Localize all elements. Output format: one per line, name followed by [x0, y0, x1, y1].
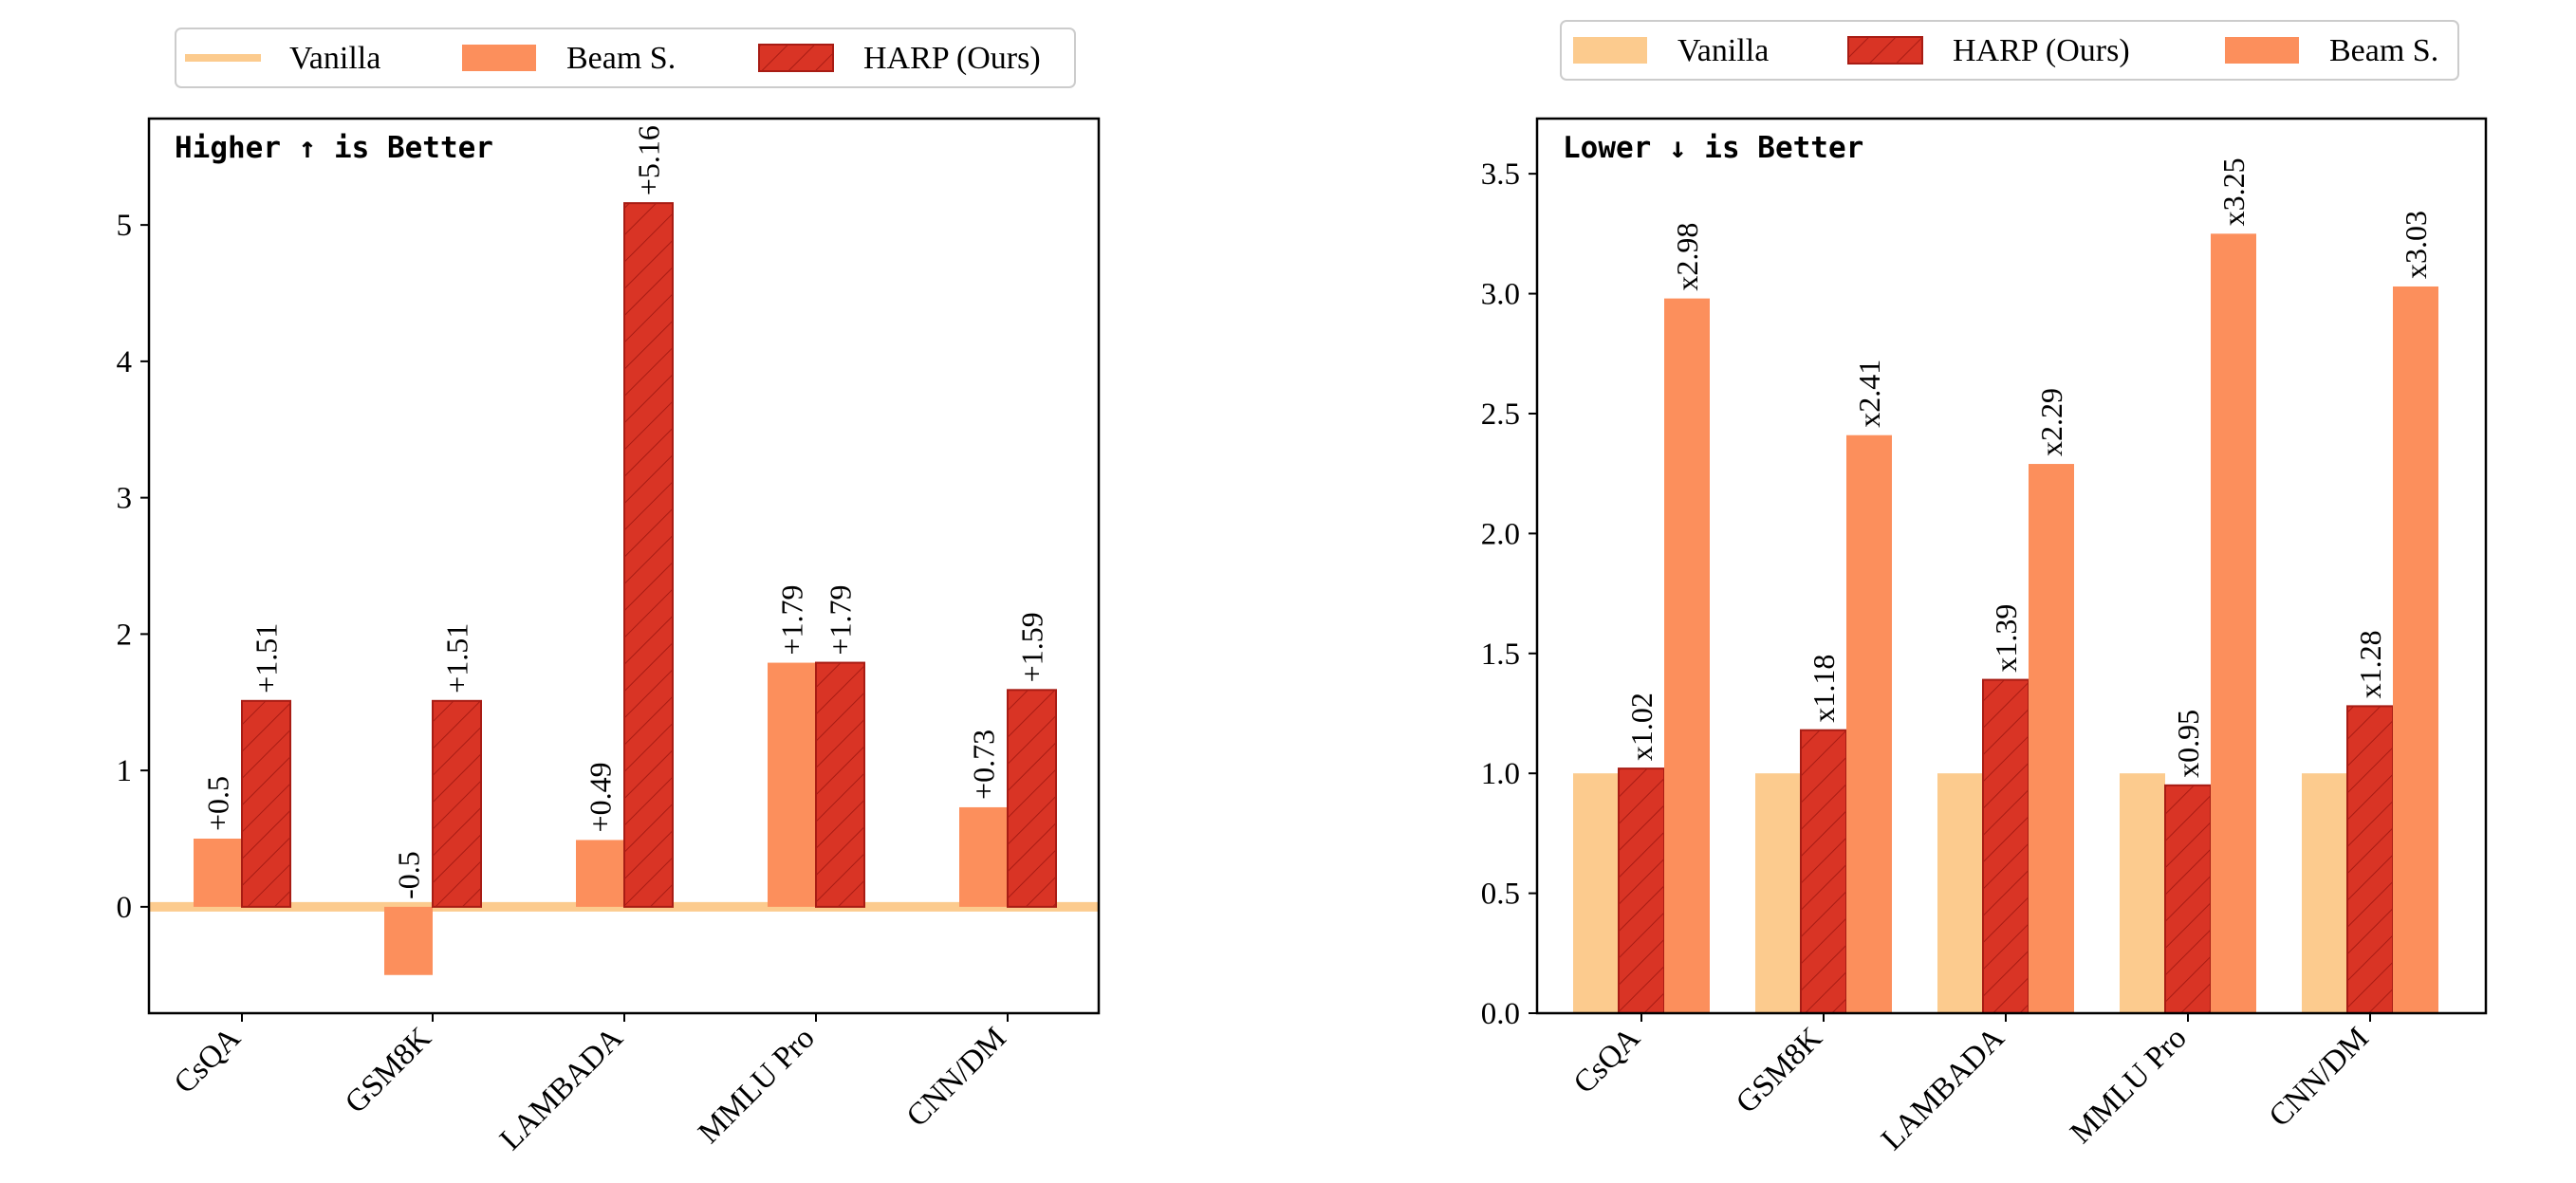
bar-beam-2 — [2029, 464, 2074, 1014]
bar-beam-1 — [1846, 434, 1892, 1013]
bar-hatch-2 — [1982, 678, 2029, 1015]
plot-annotation: Higher ↑ is Better — [175, 131, 493, 165]
legend-box — [1560, 20, 2459, 81]
bar-hatch-1 — [1800, 729, 1847, 1014]
y-tick-label: 4 — [117, 345, 133, 379]
x-tick-label: MMLU Pro — [692, 1021, 821, 1150]
legend-swatch-beam — [2225, 37, 2299, 64]
legend-label-harp: HARP (Ours) — [863, 41, 1041, 76]
bar-hatch-3 — [2164, 784, 2212, 1014]
data-label-harp-1: x1.18 — [1807, 655, 1841, 723]
legend-label-harp: HARP (Ours) — [1953, 33, 2130, 68]
bar-hatch-4 — [2346, 705, 2394, 1014]
x-tick-label: GSM8K — [339, 1021, 438, 1120]
y-tick-label: 3.0 — [1481, 278, 1520, 312]
x-tick-label: CNN/DM — [900, 1021, 1013, 1134]
data-label-beam-2: +0.49 — [584, 762, 618, 832]
y-tick-label: 2.5 — [1481, 397, 1520, 432]
legend-swatch-beam — [462, 45, 536, 71]
bar-beam-2 — [576, 840, 624, 907]
chart-panel-1: +0.5 -0.5 +0.49 +1.79 +0.73 +1.51 +1.51 +5.16 +1… — [117, 28, 1101, 1157]
data-label-beam-4: +0.73 — [967, 730, 1001, 800]
legend-swatch-hatch — [758, 44, 834, 72]
data-label-harp-2: +5.16 — [632, 125, 666, 195]
legend-box — [175, 28, 1076, 88]
bar-vanilla-2 — [1937, 773, 1983, 1013]
legend-label-beam: Beam S. — [2329, 33, 2438, 68]
legend-label-vanilla: Vanilla — [289, 41, 380, 76]
data-label-harp-3: +1.79 — [824, 585, 858, 656]
bar-hatch-1 — [432, 699, 482, 908]
x-tick-label: CsQA — [1567, 1021, 1647, 1100]
bar-hatch-0 — [241, 699, 291, 908]
bar-vanilla-4 — [2302, 773, 2347, 1013]
bar-vanilla-1 — [1755, 773, 1801, 1013]
y-tick-label: 1.0 — [1481, 757, 1520, 791]
x-tick-label: CsQA — [168, 1021, 248, 1100]
data-label-beam-2: x2.29 — [2034, 388, 2068, 456]
legend: Vanilla Beam S. HARP (Ours) — [175, 28, 1076, 88]
data-label-harp-4: x1.28 — [2353, 630, 2387, 698]
bar-hatch-0 — [1618, 767, 1665, 1014]
x-tick-label: CNN/DM — [2263, 1021, 2376, 1134]
bar-hatch-2 — [623, 202, 674, 908]
x-tick-label: LAMBADA — [493, 1021, 630, 1157]
data-label-harp-3: x0.95 — [2171, 710, 2205, 778]
bar-beam-3 — [2211, 233, 2256, 1014]
legend-label-beam: Beam S. — [566, 41, 676, 76]
legend: Vanilla HARP (Ours) Beam S. — [1560, 20, 2459, 81]
y-tick-label: 1.5 — [1481, 638, 1520, 672]
bar-beam-3 — [768, 662, 816, 907]
chart-panel-2: x1.02 x1.18 x1.39 x0.95 x1.28 x2.98 x2.41 x2.29… — [1481, 20, 2488, 1157]
y-tick-label: 2 — [117, 618, 133, 652]
legend-swatch-vanilla — [1573, 37, 1647, 64]
legend-swatch-hatch — [1847, 36, 1923, 65]
y-tick-label: 0 — [117, 891, 133, 925]
plot-annotation: Lower ↓ is Better — [1563, 131, 1863, 165]
x-tick-label: LAMBADA — [1875, 1021, 2011, 1157]
bar-beam-0 — [1664, 298, 1710, 1013]
bar-vanilla-0 — [1573, 773, 1619, 1013]
bar-beam-4 — [959, 806, 1008, 907]
bar-hatch-3 — [815, 661, 865, 908]
data-label-beam-3: x3.25 — [2216, 157, 2251, 226]
data-label-beam-0: +0.5 — [201, 776, 235, 831]
data-label-beam-1: -0.5 — [392, 851, 426, 899]
y-tick-label: 3 — [117, 482, 133, 516]
data-label-beam-0: x2.98 — [1670, 223, 1704, 291]
bar-beam-1 — [384, 906, 433, 975]
data-label-beam-4: x3.03 — [2399, 211, 2433, 279]
plot-frame — [1535, 117, 2488, 1015]
data-label-harp-0: x1.02 — [1624, 693, 1659, 761]
data-label-beam-1: x2.41 — [1852, 360, 1886, 428]
y-tick-label: 0.0 — [1481, 997, 1520, 1031]
y-tick-label: 1 — [117, 754, 133, 788]
data-label-harp-0: +1.51 — [250, 623, 284, 693]
x-tick-label: GSM8K — [1730, 1021, 1829, 1120]
y-tick-label: 2.0 — [1481, 517, 1520, 551]
bar-beam-4 — [2393, 286, 2438, 1013]
y-tick-label: 3.5 — [1481, 157, 1520, 192]
data-label-beam-3: +1.79 — [775, 585, 809, 656]
y-tick-label: 5 — [117, 209, 133, 243]
data-label-harp-2: x1.39 — [1989, 604, 2023, 673]
legend-label-vanilla: Vanilla — [1677, 33, 1769, 68]
x-tick-label: MMLU Pro — [2064, 1021, 2193, 1150]
data-label-harp-4: +1.59 — [1015, 612, 1049, 682]
bar-vanilla-3 — [2120, 773, 2165, 1013]
y-tick-label: 0.5 — [1481, 878, 1520, 912]
bar-hatch-4 — [1007, 689, 1057, 908]
data-label-harp-1: +1.51 — [440, 623, 474, 693]
bar-beam-0 — [194, 839, 242, 907]
